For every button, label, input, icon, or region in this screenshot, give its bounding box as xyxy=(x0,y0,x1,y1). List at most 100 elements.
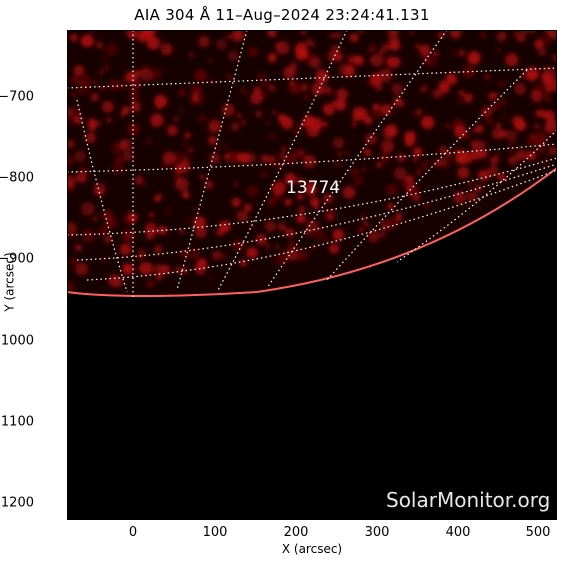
emission-blob xyxy=(367,230,380,243)
emission-blob xyxy=(419,160,430,171)
emission-blob xyxy=(386,203,393,211)
emission-blob xyxy=(334,160,342,168)
emission-blob xyxy=(181,267,188,274)
emission-blob xyxy=(233,181,239,187)
emission-blob xyxy=(296,213,307,224)
emission-blob xyxy=(298,205,306,214)
emission-blob xyxy=(246,247,258,259)
x-tick-label: 300 xyxy=(364,525,390,540)
emission-blob xyxy=(364,116,373,125)
emission-blob xyxy=(224,154,229,160)
emission-blob xyxy=(342,185,356,199)
emission-blob xyxy=(314,121,325,133)
emission-blob xyxy=(543,94,552,103)
emission-blob xyxy=(546,116,557,128)
emission-blob xyxy=(223,143,229,149)
emission-blob xyxy=(295,49,307,61)
emission-blob xyxy=(397,153,406,162)
emission-blob xyxy=(146,279,155,288)
emission-blob xyxy=(326,213,334,221)
emission-blob xyxy=(492,92,498,98)
emission-blob xyxy=(491,127,504,140)
emission-blob xyxy=(215,143,222,151)
emission-blob xyxy=(188,247,201,260)
emission-blob xyxy=(111,161,125,175)
emission-blob xyxy=(81,228,96,243)
emission-blob xyxy=(505,129,518,142)
emission-blob xyxy=(526,136,537,147)
longitude-line xyxy=(176,30,248,291)
emission-blob xyxy=(379,232,386,238)
emission-blob xyxy=(227,74,233,80)
emission-blob xyxy=(438,82,450,94)
emission-blob xyxy=(378,151,391,164)
emission-blob xyxy=(302,154,317,169)
emission-blob xyxy=(424,203,429,208)
x-tick-label: 400 xyxy=(445,525,471,540)
active-region-label: 13774 xyxy=(286,178,341,198)
emission-blob xyxy=(467,51,481,65)
emission-blob xyxy=(360,214,367,221)
emission-blob xyxy=(193,216,206,229)
emission-blob xyxy=(351,122,357,127)
emission-blob xyxy=(332,137,345,149)
emission-blob xyxy=(160,43,173,56)
emission-blob xyxy=(178,107,185,113)
emission-blob xyxy=(71,106,82,117)
emission-blob xyxy=(477,169,490,182)
emission-blob xyxy=(284,198,292,206)
emission-blob xyxy=(115,155,124,164)
emission-blob xyxy=(267,30,277,38)
emission-blob xyxy=(208,58,214,64)
emission-blob xyxy=(173,116,180,123)
latitude-line xyxy=(67,157,557,236)
emission-blob xyxy=(303,227,313,237)
emission-blob xyxy=(548,146,557,156)
emission-blob xyxy=(74,150,87,163)
emission-blob xyxy=(385,183,398,196)
emission-blob xyxy=(144,222,157,234)
emission-blob xyxy=(399,101,406,108)
emission-blob xyxy=(174,266,183,274)
emission-blob xyxy=(207,135,218,145)
y-tick-label: −800 xyxy=(0,170,34,186)
emission-blob xyxy=(156,273,163,281)
longitude-line xyxy=(76,99,128,293)
emission-blob xyxy=(368,48,373,54)
emission-blob xyxy=(472,128,477,134)
emission-blob xyxy=(127,123,140,136)
emission-blob xyxy=(358,227,364,233)
emission-blob xyxy=(285,248,298,262)
emission-blob xyxy=(194,226,207,239)
emission-blob xyxy=(463,93,474,103)
emission-blob xyxy=(99,69,105,75)
emission-blob xyxy=(458,90,465,97)
emission-blob xyxy=(533,123,540,130)
emission-blob xyxy=(95,119,102,127)
emission-blob xyxy=(386,56,399,69)
emission-blob xyxy=(446,151,453,157)
emission-blob xyxy=(310,42,316,48)
emission-blob xyxy=(381,139,395,153)
emission-blob xyxy=(121,229,135,243)
emission-blob xyxy=(211,250,222,261)
latitude-line xyxy=(86,169,557,281)
emission-blob xyxy=(421,115,435,130)
emission-blob xyxy=(380,103,393,116)
emission-blob xyxy=(164,207,172,215)
emission-blob xyxy=(311,199,319,206)
emission-blob xyxy=(137,254,143,260)
emission-blob xyxy=(401,176,415,190)
emission-blob xyxy=(349,33,359,43)
emission-blob xyxy=(361,166,367,172)
emission-blob xyxy=(508,148,514,153)
y-tick-label: −1000 xyxy=(0,333,34,349)
solar-image-plot xyxy=(67,30,557,520)
emission-blob xyxy=(470,139,481,150)
emission-blob xyxy=(384,217,398,230)
emission-blob xyxy=(480,106,493,118)
emission-blob xyxy=(271,109,277,115)
plot-frame xyxy=(67,30,557,520)
emission-blob xyxy=(514,119,527,132)
emission-blob xyxy=(178,88,186,97)
